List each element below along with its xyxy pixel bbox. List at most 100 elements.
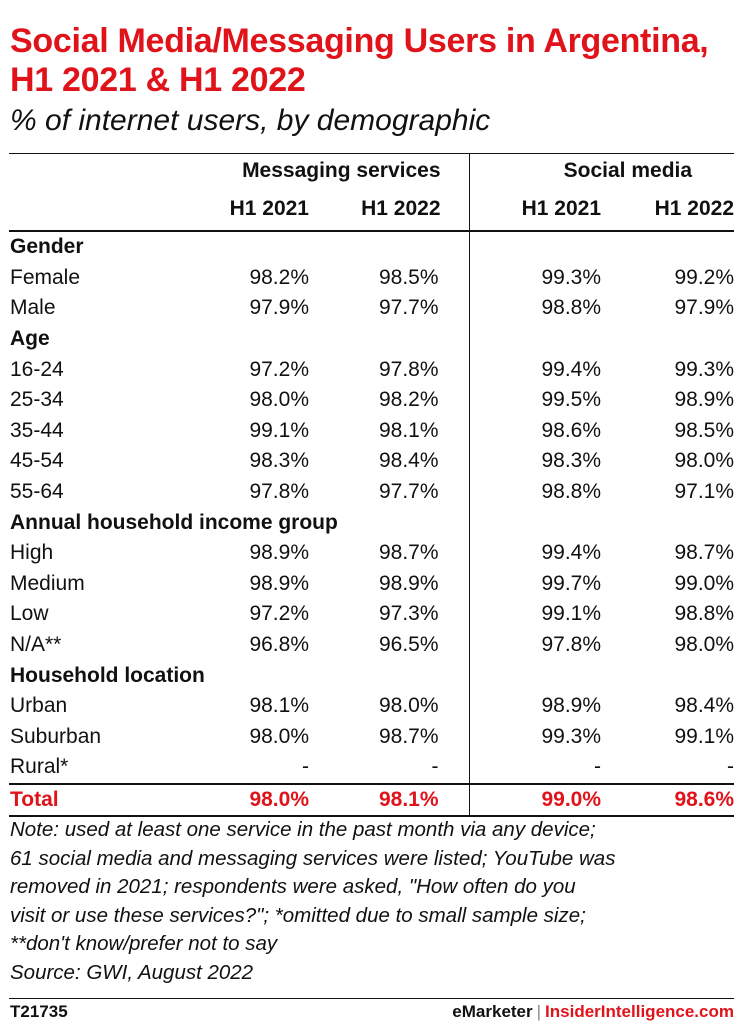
value-cell: 98.9% [378, 571, 439, 595]
header-blank [9, 188, 169, 231]
value-cell: 99.5% [468, 384, 607, 416]
section-row: Age [9, 323, 734, 355]
value-cell [169, 231, 309, 263]
section-row: Annual household income group [9, 507, 734, 538]
section-label: Household location [10, 663, 205, 687]
value-cell [309, 660, 469, 691]
value-cell: 98.1% [378, 787, 439, 811]
data-table-container: Messaging services Social media H1 2021 … [9, 153, 735, 817]
value-cell [606, 231, 734, 263]
value-cell: 98.3% [468, 446, 607, 477]
value-cell: 99.7% [468, 568, 607, 600]
value-cell: 99.1% [249, 418, 309, 442]
value-cell: 99.4% [468, 537, 607, 569]
value-cell: 98.9% [468, 690, 607, 722]
chart-subtitle: % of internet users, by demographic [10, 104, 491, 137]
value-cell: 98.0% [249, 724, 309, 748]
brand-insider-intelligence: InsiderIntelligence.com [545, 1002, 734, 1021]
period-header: H1 2022 [654, 197, 735, 220]
chart-title: Social Media/Messaging Users in Argentin… [10, 22, 709, 99]
note-line: 61 social media and messaging services w… [10, 846, 616, 870]
value-cell: 97.9% [674, 296, 735, 320]
table-row: Male 97.9% 97.7% 98.8% 97.9% [9, 293, 734, 324]
row-label: Medium [10, 571, 85, 595]
value-cell [309, 324, 469, 355]
value-cell: 98.0% [674, 449, 735, 473]
value-cell [468, 231, 607, 263]
value-cell: 99.1% [674, 724, 735, 748]
row-label: High [10, 541, 54, 565]
period-header: H1 2021 [229, 197, 309, 220]
value-cell: 98.0% [378, 694, 439, 718]
value-cell: 98.8% [468, 293, 607, 324]
row-label: Total [10, 787, 59, 811]
row-label: N/A** [10, 633, 62, 657]
chart-note: Note: used at least one service in the p… [10, 816, 735, 987]
value-cell: 98.4% [674, 694, 735, 718]
value-cell: 99.0% [468, 783, 607, 817]
value-cell: - [727, 755, 735, 779]
value-cell: 97.7% [378, 480, 439, 504]
footer-divider [9, 998, 734, 999]
section-row: Gender [9, 231, 734, 263]
brand-separator: | [536, 1002, 542, 1021]
value-cell: 98.9% [249, 571, 309, 595]
value-cell [169, 324, 309, 355]
value-cell: 97.8% [378, 357, 439, 381]
table-body: Gender Female 98.2% 98.5% 99.3% 99.2% Male 97.9… [9, 231, 735, 817]
row-label: Suburban [10, 724, 102, 748]
value-cell: 97.7% [378, 296, 439, 320]
value-cell [606, 507, 734, 538]
row-label: 25-34 [10, 388, 64, 412]
value-cell: 97.1% [674, 480, 735, 504]
total-row: Total 98.0% 98.1% 99.0% 98.6% [9, 783, 735, 817]
table-row: 55-64 97.8% 97.7% 98.8% 97.1% [9, 476, 735, 508]
value-cell: 97.8% [249, 480, 309, 504]
value-cell: 99.0% [674, 571, 735, 595]
value-cell: 98.5% [378, 265, 439, 289]
value-cell: - [468, 752, 607, 784]
value-cell: 97.2% [249, 602, 309, 626]
value-cell: 97.8% [468, 629, 607, 661]
chart-id: T21735 [10, 1002, 68, 1021]
value-cell: 98.1% [249, 694, 309, 718]
note-line: **don't know/prefer not to say [10, 932, 278, 955]
value-cell: 98.5% [674, 418, 735, 442]
value-cell: 99.3% [468, 262, 607, 294]
value-cell: 98.7% [378, 541, 439, 565]
column-group-social: Social media [468, 153, 735, 188]
row-label: 55-64 [10, 480, 64, 504]
data-table: Messaging services Social media H1 2021 … [9, 153, 735, 817]
table-row: 45-54 98.3% 98.4% 98.3% 98.0% [9, 446, 734, 477]
value-cell [468, 507, 607, 538]
header-blank [9, 153, 169, 188]
value-cell: 98.2% [378, 388, 439, 412]
table-row: Urban 98.1% 98.0% 98.9% 98.4% [9, 690, 735, 722]
value-cell [309, 231, 469, 263]
value-cell: 98.6% [674, 787, 735, 811]
value-cell: 96.8% [249, 633, 309, 657]
source-line: Source: GWI, August 2022 [10, 960, 254, 984]
value-cell: 99.4% [468, 354, 607, 385]
value-cell: 98.1% [378, 418, 439, 442]
note-line: Note: used at least one service in the p… [10, 818, 596, 841]
row-label: Urban [10, 694, 68, 718]
row-label: Male [10, 296, 56, 320]
value-cell: 98.3% [249, 449, 309, 473]
table-row: 25-34 98.0% 98.2% 99.5% 98.9% [9, 384, 735, 416]
value-cell: 98.7% [378, 724, 439, 748]
period-header: H1 2021 [468, 188, 607, 231]
value-cell [468, 323, 607, 355]
value-cell [468, 660, 607, 691]
section-label: Age [10, 327, 50, 351]
value-cell: 98.9% [249, 541, 309, 565]
value-cell: 98.9% [674, 388, 735, 412]
table-row: Low 97.2% 97.3% 99.1% 98.8% [9, 599, 734, 630]
value-cell: 98.6% [468, 415, 607, 447]
value-cell: - [302, 755, 309, 779]
row-label: 35-44 [10, 418, 64, 442]
table-row: Medium 98.9% 98.9% 99.7% 99.0% [9, 568, 735, 600]
table-row: Rural* - - - - [9, 752, 734, 784]
value-cell: 98.2% [249, 265, 309, 289]
row-label: Rural* [10, 755, 69, 779]
